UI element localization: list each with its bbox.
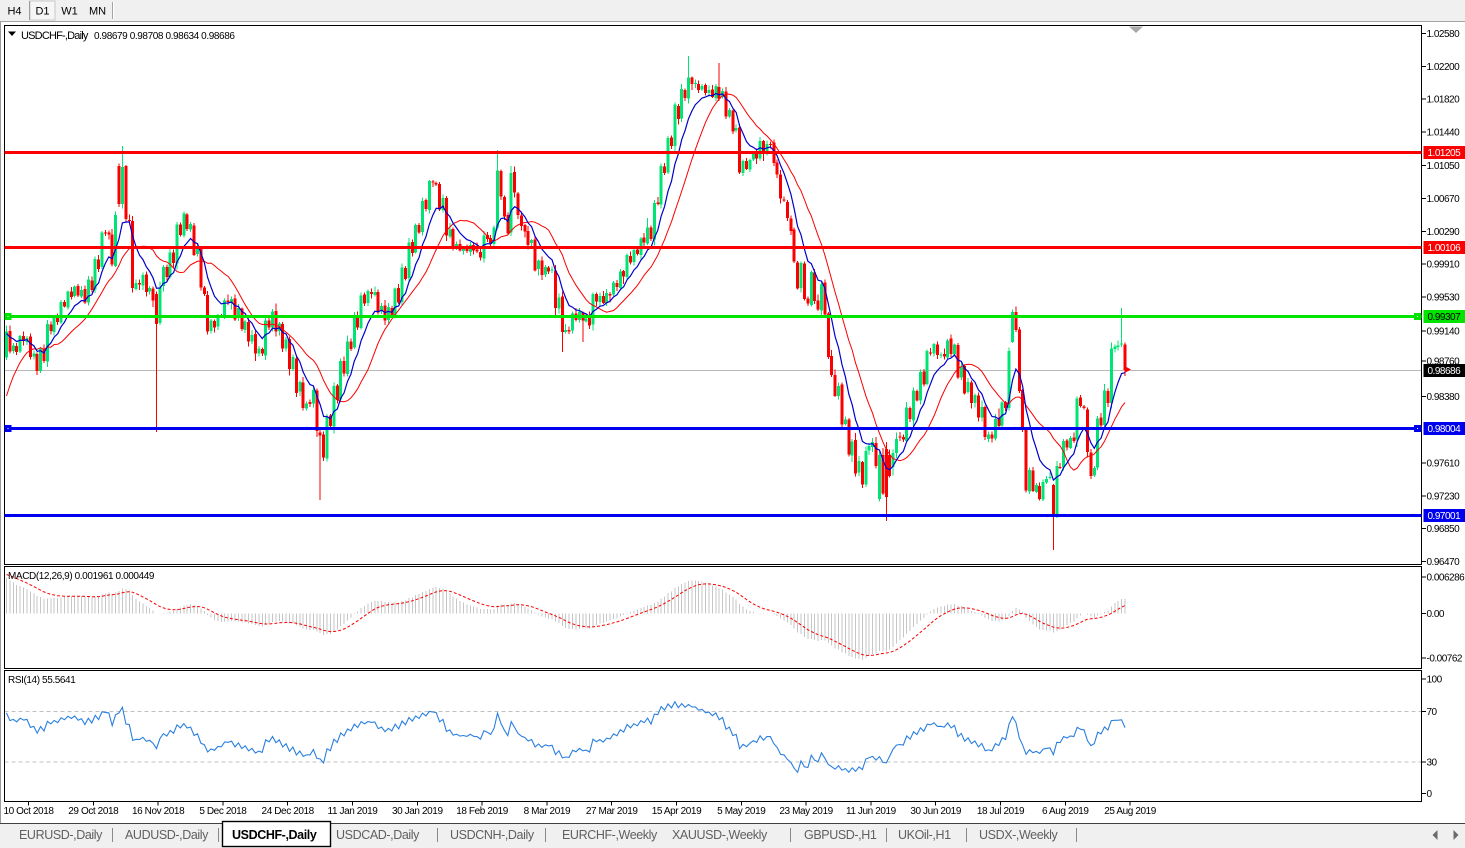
svg-text:EURUSD-,Daily: EURUSD-,Daily [19,828,103,842]
svg-text:8 Mar 2019: 8 Mar 2019 [524,806,571,817]
svg-text:11 Jun 2019: 11 Jun 2019 [846,806,897,817]
svg-text:23 May 2019: 23 May 2019 [779,806,833,817]
svg-text:0.98679 0.98708 0.98634 0.9868: 0.98679 0.98708 0.98634 0.98686 [94,31,235,42]
svg-text:1.02580: 1.02580 [1427,29,1461,40]
svg-text:1.01205: 1.01205 [1428,148,1462,159]
svg-text:25 Aug 2019: 25 Aug 2019 [1104,806,1157,817]
svg-text:MN: MN [89,6,106,18]
svg-text:70: 70 [1427,707,1438,718]
svg-text:16 Nov 2018: 16 Nov 2018 [132,806,185,817]
svg-text:MACD(12,26,9) 0.001961 0.00044: MACD(12,26,9) 0.001961 0.000449 [8,571,155,582]
svg-text:1.01440: 1.01440 [1427,128,1461,139]
svg-text:-0.00762: -0.00762 [1427,653,1463,664]
svg-text:29 Oct 2018: 29 Oct 2018 [68,806,119,817]
svg-text:0.006286: 0.006286 [1427,573,1465,584]
svg-text:18 Feb 2019: 18 Feb 2019 [456,806,509,817]
svg-text:1.00290: 1.00290 [1427,227,1461,238]
svg-text:5 May 2019: 5 May 2019 [717,806,766,817]
svg-text:1.01820: 1.01820 [1427,95,1461,106]
svg-text:0.99530: 0.99530 [1427,293,1461,304]
svg-text:0: 0 [1427,789,1433,800]
svg-text:0.99307: 0.99307 [1428,312,1462,323]
svg-text:1.00106: 1.00106 [1428,243,1462,254]
svg-text:0.96470: 0.96470 [1427,557,1461,568]
svg-text:0.96850: 0.96850 [1427,524,1461,535]
svg-text:EURCHF-,Weekly: EURCHF-,Weekly [562,828,658,842]
svg-text:0.97610: 0.97610 [1427,459,1461,470]
svg-text:H4: H4 [7,6,21,18]
svg-text:USDX-,Weekly: USDX-,Weekly [979,828,1058,842]
svg-text:30: 30 [1427,758,1438,769]
svg-text:30 Jan 2019: 30 Jan 2019 [392,806,443,817]
svg-text:27 Mar 2019: 27 Mar 2019 [586,806,639,817]
svg-text:0.98380: 0.98380 [1427,392,1461,403]
svg-text:0.97230: 0.97230 [1427,491,1461,502]
svg-text:UKOil-,H1: UKOil-,H1 [898,828,951,842]
svg-text:0.99140: 0.99140 [1427,326,1461,337]
svg-text:24 Dec 2018: 24 Dec 2018 [262,806,315,817]
svg-text:11 Jan 2019: 11 Jan 2019 [328,806,379,817]
svg-text:6 Aug 2019: 6 Aug 2019 [1042,806,1089,817]
svg-text:GBPUSD-,H1: GBPUSD-,H1 [804,828,877,842]
svg-text:10 Oct 2018: 10 Oct 2018 [3,806,54,817]
svg-text:18 Jul 2019: 18 Jul 2019 [977,806,1025,817]
svg-text:XAUUSD-,Weekly: XAUUSD-,Weekly [672,828,768,842]
svg-text:USDCAD-,Daily: USDCAD-,Daily [336,828,420,842]
svg-text:30 Jun 2019: 30 Jun 2019 [910,806,961,817]
svg-text:W1: W1 [61,6,78,18]
svg-text:AUDUSD-,Daily: AUDUSD-,Daily [125,828,209,842]
svg-text:D1: D1 [35,6,49,18]
svg-text:1.00670: 1.00670 [1427,194,1461,205]
svg-text:USDCHF-,Daily: USDCHF-,Daily [21,30,89,42]
svg-text:RSI(14) 55.5641: RSI(14) 55.5641 [8,675,76,686]
svg-text:USDCHF-,Daily: USDCHF-,Daily [232,828,317,842]
svg-text:5 Dec 2018: 5 Dec 2018 [199,806,247,817]
svg-text:0.98004: 0.98004 [1428,424,1462,435]
svg-text:0.99910: 0.99910 [1427,260,1461,271]
svg-text:1.01050: 1.01050 [1427,161,1461,172]
svg-text:0.98686: 0.98686 [1428,366,1462,377]
svg-text:0.98760: 0.98760 [1427,356,1461,367]
svg-text:1.02200: 1.02200 [1427,62,1461,73]
svg-text:0.97001: 0.97001 [1428,511,1462,522]
svg-text:100: 100 [1427,675,1443,686]
svg-text:15 Apr 2019: 15 Apr 2019 [652,806,702,817]
svg-text:USDCNH-,Daily: USDCNH-,Daily [450,828,535,842]
svg-text:0.00: 0.00 [1427,609,1445,620]
